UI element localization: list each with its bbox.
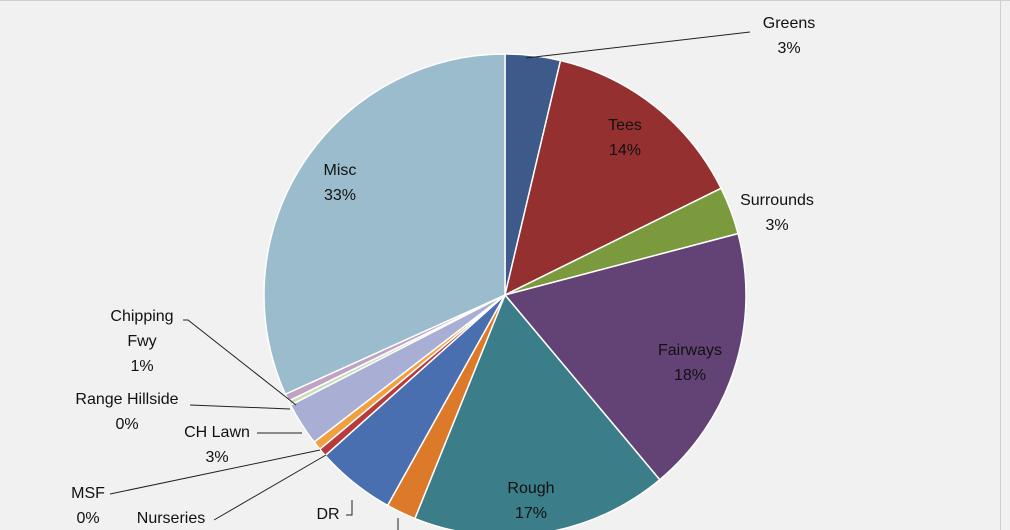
label-tees-name: Tees: [608, 117, 642, 134]
label-chipping-line2: Fwy: [127, 333, 156, 350]
label-ch-lawn-name: CH Lawn: [184, 424, 250, 441]
pie-slice-tees: [503, 59, 723, 297]
label-chipping-line1: Chipping: [110, 308, 173, 325]
label-dr-name: DR: [316, 506, 339, 523]
leader-chipping-fwy: [183, 319, 297, 406]
label-greens-name: Greens: [763, 15, 815, 32]
label-fairways-name: Fairways: [658, 342, 722, 359]
pie-slices: [263, 53, 747, 530]
pie-slice-misc: [263, 53, 506, 396]
label-fairways-pct: 18%: [674, 367, 706, 384]
leader-nurseries: [213, 454, 327, 521]
label-greens-pct: 3%: [777, 40, 800, 57]
label-range-hillside-name: Range Hillside: [75, 391, 178, 408]
leader-range-hillside: [189, 404, 291, 410]
label-misc-name: Misc: [324, 162, 357, 179]
label-tees-pct: 14%: [609, 142, 641, 159]
pie-slice-rough: [413, 293, 661, 530]
leader-greens: [525, 31, 751, 59]
pie-slice-fairways: [503, 232, 747, 481]
label-msf-pct: 0%: [76, 510, 99, 527]
label-range-hillside-pct: 0%: [115, 416, 138, 433]
label-msf-name: MSF: [71, 485, 105, 502]
label-surrounds-pct: 3%: [765, 217, 788, 234]
label-surrounds-name: Surrounds: [740, 192, 814, 209]
slice-labels: Greens 3% Tees 14% Surrounds 3% Fairways…: [71, 15, 815, 527]
label-misc-pct: 33%: [324, 187, 356, 204]
label-nurseries-name: Nurseries: [137, 510, 205, 527]
label-chipping-pct: 1%: [130, 358, 153, 375]
label-rough-pct: 17%: [515, 505, 547, 522]
leader-dr: [346, 500, 353, 516]
label-rough-name: Rough: [507, 480, 554, 497]
leader-lines: [109, 31, 751, 530]
label-ch-lawn-pct: 3%: [205, 449, 228, 466]
leader-msf: [109, 449, 321, 495]
